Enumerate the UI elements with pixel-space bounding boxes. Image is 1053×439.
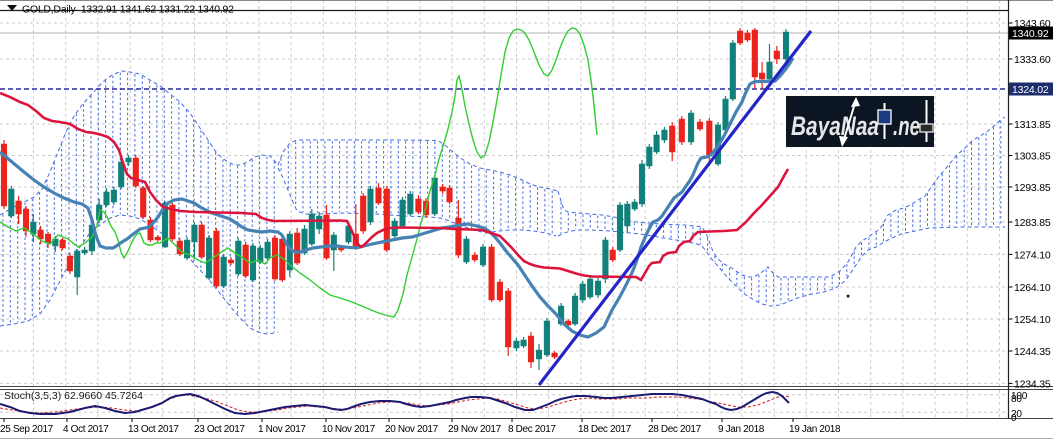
svg-text:29 Nov 2017: 29 Nov 2017 [448, 424, 502, 435]
svg-text:1274.10: 1274.10 [1014, 249, 1051, 261]
svg-text:1293.85: 1293.85 [1014, 182, 1051, 194]
svg-text:28 Dec 2017: 28 Dec 2017 [648, 424, 702, 435]
svg-text:8 Dec 2017: 8 Dec 2017 [508, 424, 556, 435]
svg-text:23 Oct 2017: 23 Oct 2017 [194, 424, 245, 435]
svg-text:1303.85: 1303.85 [1014, 151, 1051, 163]
svg-text:GOLD,Daily 1332.91 1341.62 13: GOLD,Daily 1332.91 1341.62 1331.22 1340.… [22, 4, 234, 16]
svg-text:20: 20 [1011, 409, 1022, 420]
svg-text:.ne: .ne [893, 111, 920, 141]
svg-text:1324.02: 1324.02 [1012, 84, 1049, 96]
svg-text:25 Sep 2017: 25 Sep 2017 [0, 424, 54, 435]
svg-text:BayaNaa: BayaNaa [791, 111, 879, 141]
svg-text:1333.60: 1333.60 [1014, 54, 1051, 66]
svg-text:1 Nov 2017: 1 Nov 2017 [258, 424, 306, 435]
svg-text:10 Nov 2017: 10 Nov 2017 [322, 424, 376, 435]
svg-text:1313.85: 1313.85 [1014, 119, 1051, 131]
svg-text:1264.10: 1264.10 [1014, 282, 1051, 294]
svg-text:13 Oct 2017: 13 Oct 2017 [128, 424, 179, 435]
svg-text:4 Oct 2017: 4 Oct 2017 [63, 424, 109, 435]
svg-text:18 Dec 2017: 18 Dec 2017 [578, 424, 632, 435]
svg-text:1283.85: 1283.85 [1014, 217, 1051, 229]
svg-text:20 Nov 2017: 20 Nov 2017 [385, 424, 439, 435]
svg-text:9 Jan 2018: 9 Jan 2018 [718, 424, 765, 435]
svg-text:1340.92: 1340.92 [1012, 28, 1049, 40]
svg-text:80: 80 [1011, 394, 1022, 405]
svg-text:1234.35: 1234.35 [1014, 378, 1051, 390]
svg-text:1254.10: 1254.10 [1014, 314, 1051, 326]
svg-text:1244.35: 1244.35 [1014, 346, 1051, 358]
svg-text:0: 0 [1011, 413, 1017, 424]
svg-text:19 Jan 2018: 19 Jan 2018 [789, 424, 841, 435]
svg-text:100: 100 [1011, 391, 1028, 402]
svg-text:Stoch(3,5,3) 62.9660 45.7264: Stoch(3,5,3) 62.9660 45.7264 [4, 390, 143, 402]
